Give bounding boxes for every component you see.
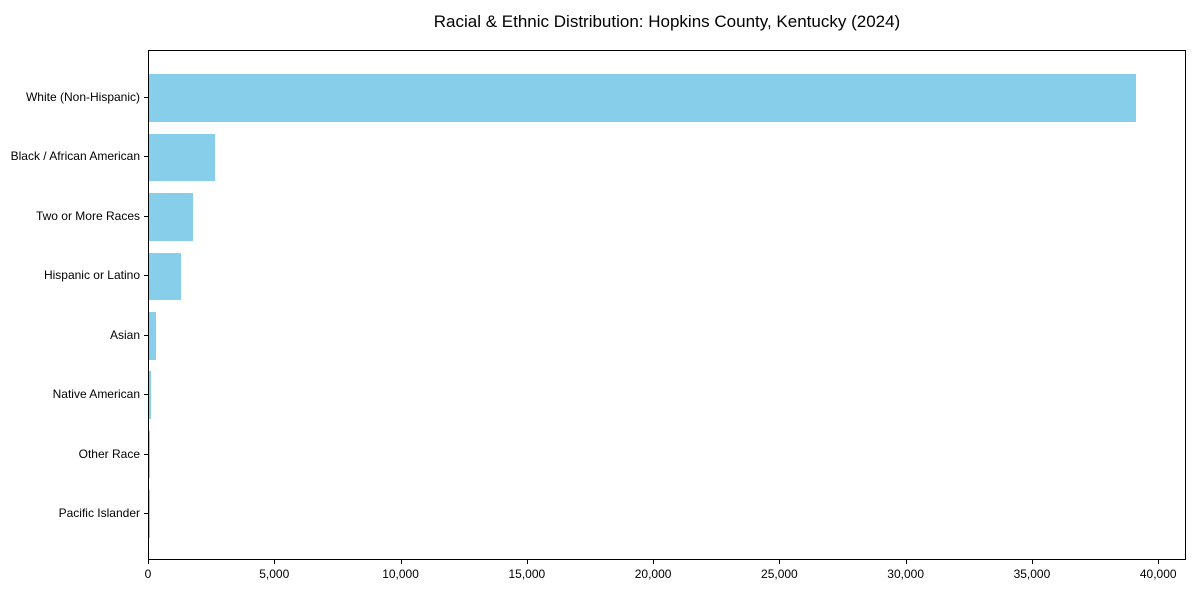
- y-tick-mark: [144, 97, 148, 98]
- y-tick-label-pacific-islander: Pacific Islander: [58, 506, 140, 521]
- x-tick-mark: [148, 560, 149, 564]
- x-tick-mark: [653, 560, 655, 564]
- x-tick-label: 15,000: [508, 567, 546, 581]
- y-tick-label-black-african-american: Black / African American: [10, 149, 140, 164]
- bar-other-race: [149, 430, 150, 479]
- y-tick-label-asian: Asian: [109, 327, 140, 342]
- bar-asian: [149, 312, 157, 360]
- x-tick-label: 25,000: [761, 567, 798, 581]
- x-tick-label: 40,000: [1139, 567, 1177, 581]
- x-tick-mark: [526, 560, 528, 564]
- x-tick-mark: [400, 560, 402, 564]
- y-tick-mark: [144, 156, 148, 158]
- bar-black-african-american: [149, 133, 215, 182]
- y-tick-mark: [144, 334, 148, 336]
- y-tick-label-two-or-more-races: Two or More Races: [35, 208, 140, 223]
- y-tick-mark: [144, 215, 148, 217]
- y-tick-label-native-american: Native American: [52, 387, 140, 402]
- y-tick-mark: [144, 275, 148, 277]
- chart-title: Racial & Ethnic Distribution: Hopkins Co…: [433, 12, 901, 31]
- bar-two-or-more-races: [149, 193, 193, 241]
- y-tick-label-hispanic-or-latino: Hispanic or Latino: [43, 268, 140, 283]
- bar-white-non-hispanic: [149, 74, 1137, 122]
- x-tick-mark: [905, 560, 907, 564]
- x-tick-label: 0: [144, 567, 152, 581]
- x-tick-label: 30,000: [887, 567, 924, 581]
- bar-hispanic-or-latino: [149, 252, 181, 301]
- plot-area: [148, 50, 1186, 560]
- y-tick-mark: [144, 394, 148, 396]
- x-tick-label: 10,000: [382, 567, 419, 581]
- x-tick-mark: [779, 560, 781, 564]
- x-tick-mark: [1031, 560, 1033, 564]
- y-tick-mark: [144, 513, 148, 515]
- bar-native-american: [149, 371, 151, 419]
- x-tick-mark: [274, 560, 276, 564]
- y-tick-label-other-race: Other Race: [78, 446, 140, 461]
- x-tick-label: 20,000: [634, 567, 672, 581]
- x-tick-mark: [1158, 560, 1160, 564]
- y-tick-label-white-non-hispanic: White (Non-Hispanic): [25, 90, 140, 104]
- y-tick-mark: [144, 453, 148, 455]
- x-tick-label: 5,000: [259, 567, 290, 581]
- x-tick-label: 35,000: [1013, 567, 1051, 581]
